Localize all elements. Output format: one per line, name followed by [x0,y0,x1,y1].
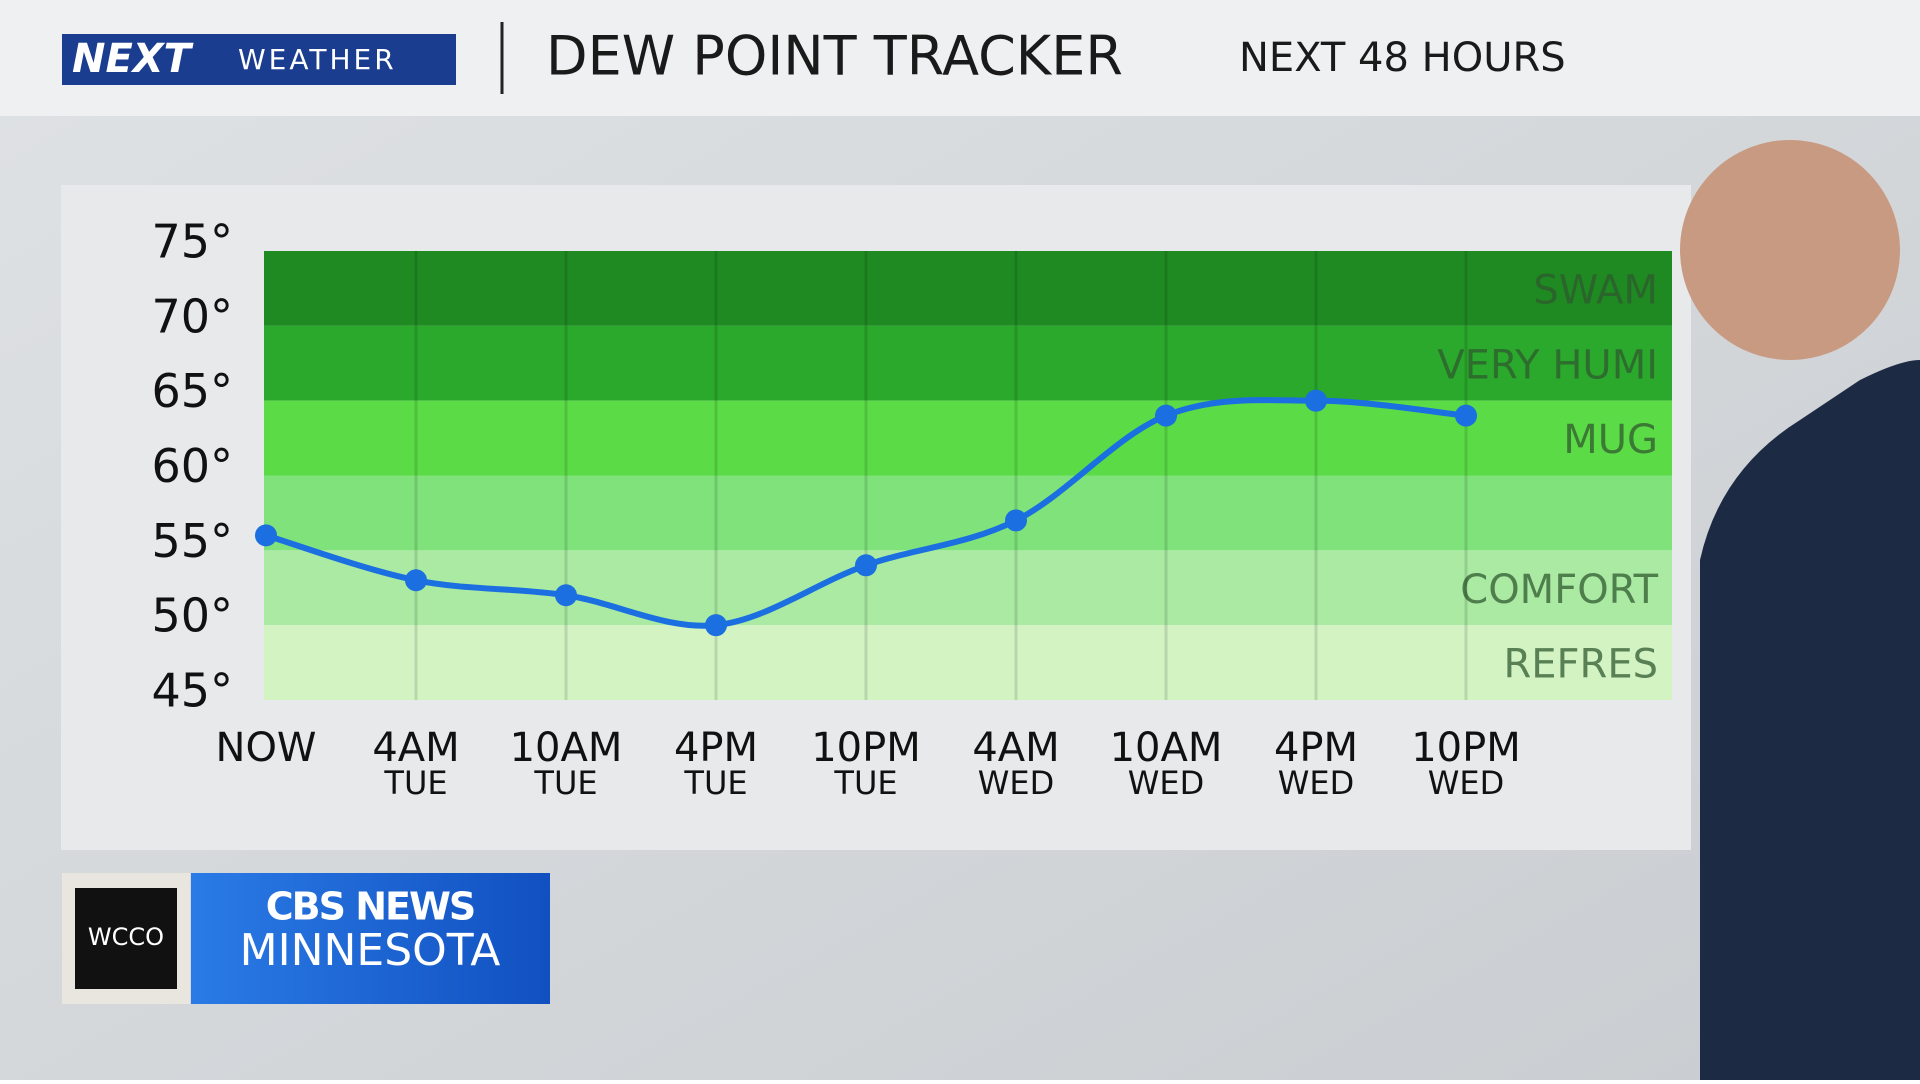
x-tick-sublabel: TUE [833,764,897,802]
chart-subtitle: NEXT 48 HOURS [1239,35,1566,81]
y-tick-label: 65° [151,364,233,418]
point [555,584,577,607]
point [1455,404,1477,427]
point [855,554,877,577]
x-tick-label: 4AM [972,725,1059,771]
x-tick-label: 4PM [674,725,758,771]
point [1305,389,1327,412]
x-tick-sublabel: WED [1278,764,1355,802]
band-label: SWAM [1533,267,1658,313]
network-box [191,873,550,1004]
point [1155,404,1177,427]
presenter [1700,360,1920,1080]
point [1005,509,1027,532]
y-tick-label: 75° [151,215,233,269]
x-tick-label: 4PM [1274,725,1358,771]
x-tick-label: 10PM [1411,725,1521,771]
point [255,524,277,547]
logo-next: NEXT [72,36,194,82]
y-tick-label: 50° [151,589,233,643]
x-tick-sublabel: WED [978,764,1055,802]
region-name: MINNESOTA [240,925,501,976]
network-name: CBS NEWS [266,885,475,929]
x-tick-label: 10AM [1110,725,1223,771]
station-logo [75,888,177,989]
station-name: WCCO [88,923,164,951]
band [264,251,1672,326]
x-tick-label: 4AM [372,725,459,771]
point [705,614,727,637]
y-tick-label: 60° [151,439,233,493]
y-tick-label: 55° [151,514,233,568]
x-tick-label: NOW [216,725,317,771]
point [405,569,427,592]
x-tick-sublabel: TUE [683,764,747,802]
chart-title: DEW POINT TRACKER [546,25,1123,88]
logo-weather: WEATHER [238,43,397,76]
x-tick-sublabel: WED [1128,764,1205,802]
logo-box [62,34,456,85]
band-label: REFRES [1503,642,1658,688]
x-tick-sublabel: TUE [533,764,597,802]
band-label: COMFORT [1460,567,1658,613]
x-tick-label: 10AM [510,725,623,771]
plot: SWAM VERY HUMI MUG COMFORT REFRES 45° 50° 55° 60… [151,215,1672,802]
presenter-head [1680,140,1900,360]
band-label: MUG [1563,417,1658,463]
x-tick-sublabel: WED [1428,764,1505,802]
band-label: VERY HUMI [1437,342,1658,388]
band [264,625,1672,700]
y-tick-label: 70° [151,289,233,343]
band [264,325,1672,401]
y-tick-label: 45° [151,664,233,718]
x-tick-sublabel: TUE [383,764,447,802]
x-tick-label: 10PM [811,725,921,771]
